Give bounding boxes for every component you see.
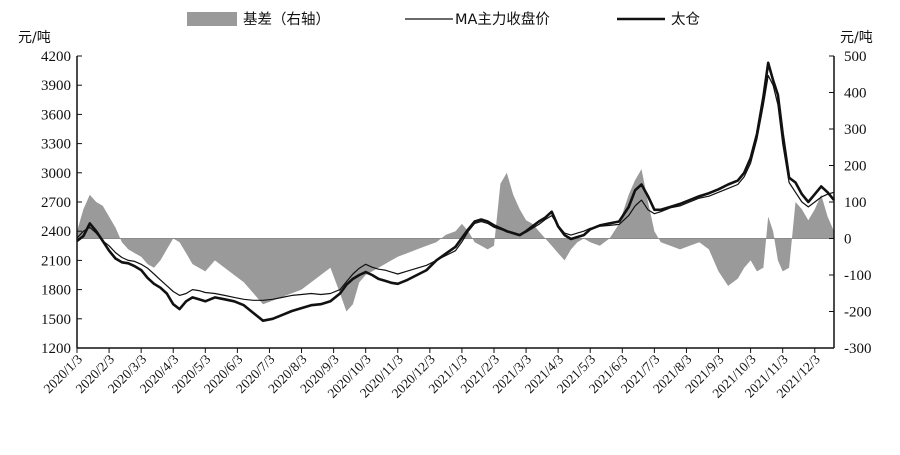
right-tick-label: 200 (844, 159, 867, 175)
left-tick-label: 4200 (41, 49, 71, 65)
right-tick-label: 0 (844, 232, 852, 248)
right-tick-label: -100 (844, 268, 872, 284)
right-tick-label: -300 (844, 341, 872, 357)
plot-frame (76, 56, 835, 349)
left-tick-label: 1800 (41, 283, 71, 299)
left-tick-label: 2700 (41, 195, 71, 211)
right-unit-label: 元/吨 (840, 30, 873, 46)
left-tick-label: 3300 (41, 137, 71, 153)
x-axis-ticks: 2020/1/32020/2/32020/3/32020/4/32020/5/3… (41, 348, 823, 401)
left-axis-ticks: 1200 1500 1800 2100 2400 2700 3000 3300 3600 3900… (41, 49, 82, 357)
right-tick-label: 300 (844, 122, 867, 138)
taicang-line (76, 61, 836, 323)
left-unit-label: 元/吨 (18, 30, 51, 46)
legend-swatch-basis (187, 12, 237, 26)
left-tick-label: 3600 (41, 107, 71, 123)
legend-label-ma: MA主力收盘价 (455, 10, 550, 28)
series-lines-layer (76, 61, 836, 323)
legend-label-taicang: 太仓 (671, 11, 700, 28)
left-tick-label: 1200 (41, 341, 71, 357)
left-tick-label: 1500 (41, 312, 71, 328)
right-tick-label: -200 (844, 305, 872, 321)
legend-label-basis: 基差（右轴） (243, 11, 330, 28)
right-tick-label: 100 (844, 195, 867, 211)
right-tick-label: 500 (844, 49, 867, 65)
left-tick-label: 3900 (41, 78, 71, 94)
legend: 基差（右轴） MA主力收盘价 太仓 (187, 10, 700, 28)
left-tick-label: 2100 (41, 253, 71, 269)
right-tick-label: 400 (844, 86, 867, 102)
right-axis-ticks: -300 -200 -100 0 100 200 300 400 500 (829, 49, 872, 357)
left-tick-label: 2400 (41, 224, 71, 240)
left-tick-label: 3000 (41, 166, 71, 182)
